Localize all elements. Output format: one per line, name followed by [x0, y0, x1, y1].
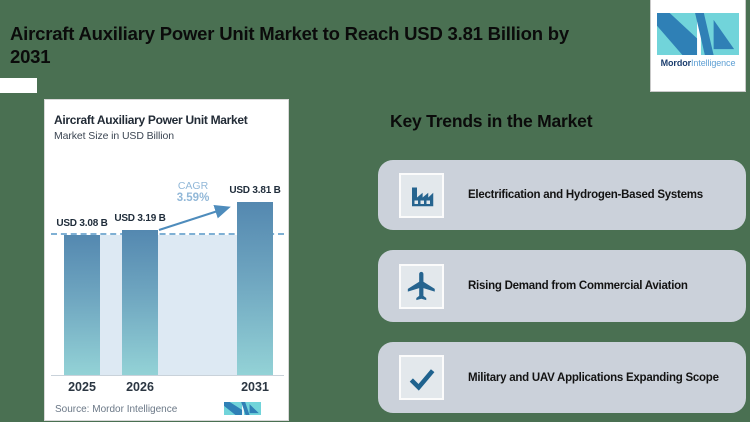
check-icon [409, 368, 434, 391]
trend-icon-box [399, 172, 444, 218]
brand-name-bold: Mordor [660, 58, 692, 68]
mordor-intelligence-logo-icon [657, 13, 739, 55]
trend-label: Military and UAV Applications Expanding … [468, 371, 719, 384]
chart-title: Aircraft Auxiliary Power Unit Market [54, 113, 248, 127]
chart-dashed-reference-line [51, 233, 284, 235]
chart-source: Source: Mordor Intelligence [55, 404, 178, 415]
plane-icon [407, 271, 435, 301]
x-axis-line [51, 375, 284, 376]
chart-bar [122, 230, 158, 375]
x-axis-tick-label: 2031 [241, 380, 269, 394]
cagr-value: 3.59% [176, 192, 210, 204]
trend-icon-box [399, 263, 444, 309]
mordor-intelligence-mini-logo-icon [224, 402, 261, 415]
cagr-annotation: CAGR 3.59% [163, 180, 223, 204]
bar-value-label: USD 3.19 B [114, 213, 166, 224]
x-axis-tick-label: 2026 [126, 380, 154, 394]
chart-subtitle: Market Size in USD Billion [54, 130, 174, 142]
trend-label: Rising Demand from Commercial Aviation [468, 280, 688, 292]
chart-area-fill [82, 235, 255, 375]
x-axis-tick-label: 2025 [68, 380, 96, 394]
decorative-white-patch [0, 78, 37, 93]
trend-card-commercial-aviation: Rising Demand from Commercial Aviation [378, 250, 746, 322]
page-title-line1: Aircraft Auxiliary Power Unit Market to … [10, 23, 569, 44]
cagr-label: CAGR [177, 180, 209, 192]
page-title-line2: 2031 [10, 46, 51, 68]
brand-logo-text: MordorIntelligence [651, 58, 745, 68]
chart-bar [64, 235, 100, 375]
brand-logo-card: MordorIntelligence [650, 0, 746, 92]
bar-value-label: USD 3.08 B [56, 218, 108, 229]
trend-label: Electrification and Hydrogen-Based Syste… [468, 189, 703, 201]
chart-bar [237, 202, 273, 375]
bar-chart-plot: CAGR 3.59% USD 3.08 B 2025 USD 3.19 B 2026 U… [45, 100, 290, 422]
bar-value-label: USD 3.81 B [229, 185, 281, 196]
trend-card-military-uav: Military and UAV Applications Expanding … [378, 342, 746, 413]
page-title: Aircraft Auxiliary Power Unit Market to … [10, 22, 638, 69]
brand-name-light: Intelligence [691, 58, 736, 68]
key-trends-heading: Key Trends in the Market [390, 111, 593, 131]
trend-card-electrification: Electrification and Hydrogen-Based Syste… [378, 160, 746, 230]
chart-card: Aircraft Auxiliary Power Unit Market Mar… [44, 99, 289, 421]
factory-icon [411, 187, 433, 207]
trend-icon-box [399, 355, 444, 400]
